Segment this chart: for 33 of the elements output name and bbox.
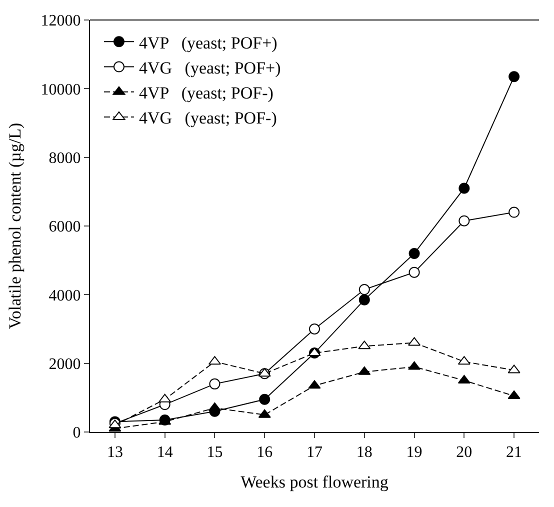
y-tick-label: 2000 bbox=[48, 356, 81, 373]
legend-label: 4VG (yeast; POF-) bbox=[138, 108, 277, 128]
y-tick-label: 0 bbox=[72, 424, 81, 442]
legend-label: 4VP (yeast; POF+) bbox=[138, 33, 278, 52]
x-tick-label: 15 bbox=[206, 444, 223, 462]
y-tick-label: 4000 bbox=[48, 287, 81, 304]
point bbox=[408, 248, 420, 259]
point bbox=[309, 324, 320, 334]
legend-label: 4VG (yeast; POF+) bbox=[138, 58, 281, 78]
y-tick-label: 12000 bbox=[40, 12, 81, 30]
x-tick-label: 16 bbox=[256, 444, 273, 462]
x-tick-label: 13 bbox=[106, 444, 123, 462]
point bbox=[408, 266, 420, 278]
x-tick-label: 20 bbox=[456, 444, 472, 462]
x-tick-label: 17 bbox=[306, 444, 322, 462]
point bbox=[508, 206, 520, 218]
x-tick-label: 14 bbox=[156, 444, 173, 462]
y-axis-title: Volatile phenol content (µg/L) bbox=[5, 122, 24, 330]
y-tick-label: 8000 bbox=[48, 150, 81, 167]
point bbox=[209, 378, 220, 390]
x-tick-label: 21 bbox=[506, 444, 522, 462]
x-axis-title: Weeks post flowering bbox=[240, 472, 389, 492]
point bbox=[508, 71, 520, 82]
y-tick-label: 6000 bbox=[48, 218, 81, 236]
y-tick-label: 10000 bbox=[40, 81, 81, 98]
point bbox=[458, 182, 470, 194]
point bbox=[458, 215, 470, 226]
point bbox=[259, 394, 270, 405]
x-tick-label: 18 bbox=[356, 444, 372, 462]
x-tick-label: 19 bbox=[406, 444, 422, 462]
point bbox=[358, 284, 370, 296]
point bbox=[358, 294, 370, 306]
legend-label: 4VP (yeast; POF-) bbox=[138, 84, 274, 102]
